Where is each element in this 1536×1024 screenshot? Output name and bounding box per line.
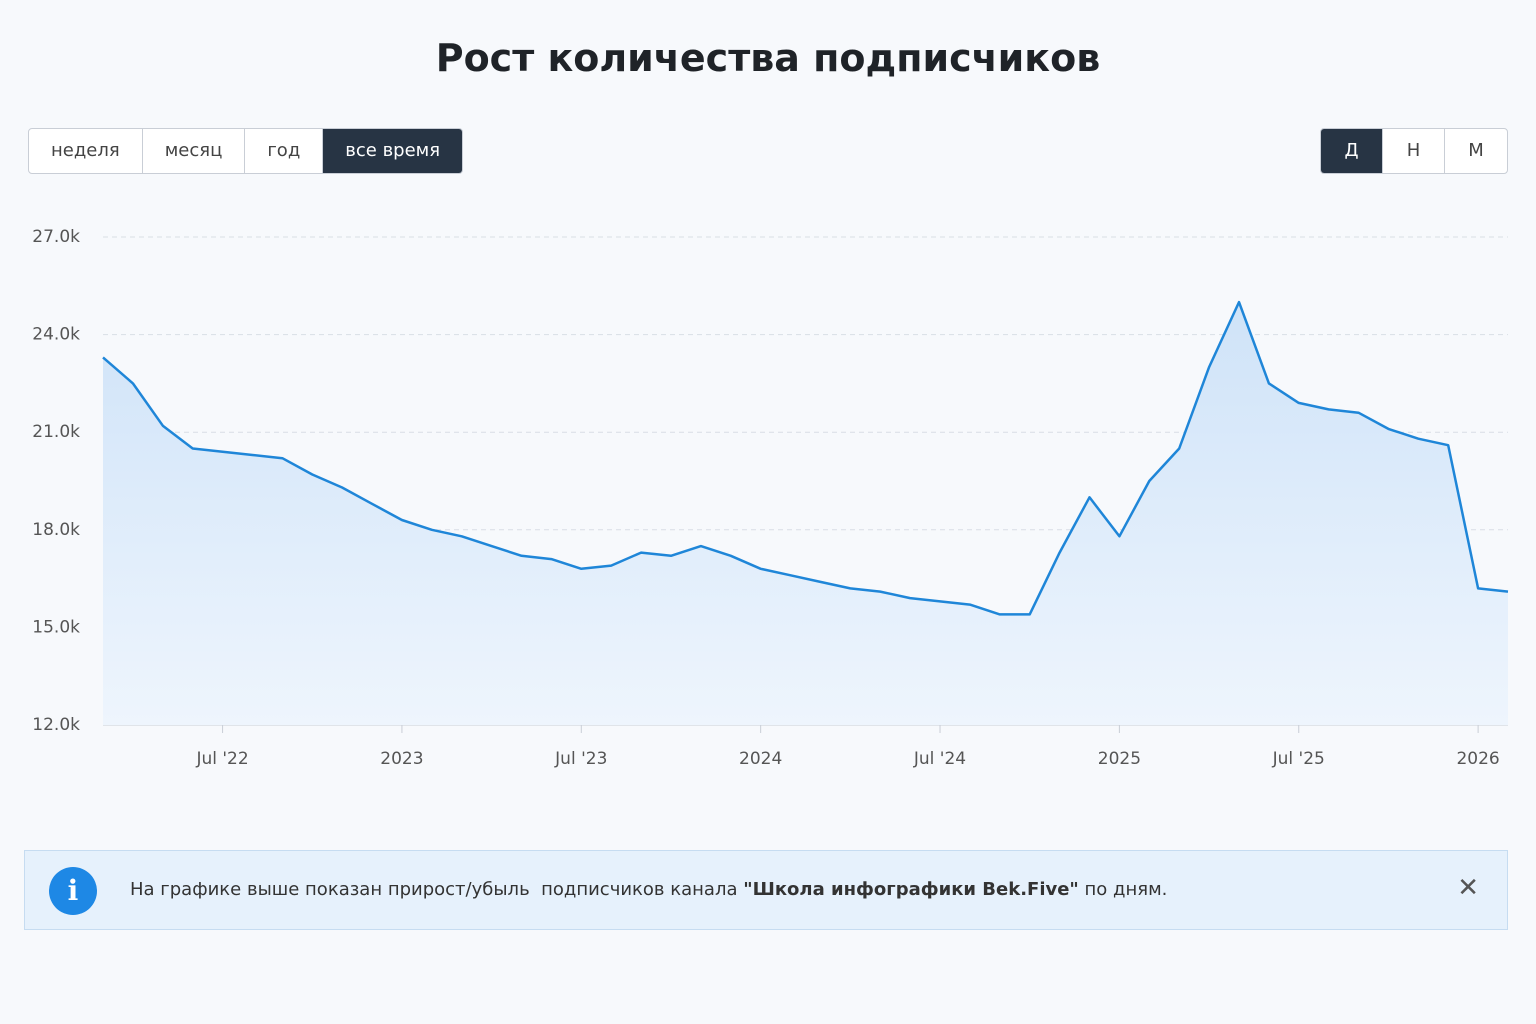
y-tick-label: 24.0k	[32, 325, 80, 345]
toggle-button[interactable]: месяц	[143, 129, 246, 173]
y-tick-label: 12.0k	[32, 715, 80, 735]
info-text-part: На графике выше показан прирост/убыль по…	[130, 879, 744, 900]
line	[102, 300, 1509, 616]
toggle-button[interactable]: Н	[1383, 129, 1445, 173]
y-tick-label: 21.0k	[32, 422, 80, 442]
period-switch: неделя месяц год все время	[28, 128, 464, 174]
close-button[interactable]: ✕	[1457, 873, 1479, 903]
x-tick-label: 2024	[739, 749, 782, 769]
toggle-button[interactable]: все время	[323, 129, 463, 173]
info-box: i На графике выше показан прирост/убыль …	[24, 850, 1508, 930]
toggle-button[interactable]: неделя	[29, 129, 143, 173]
x-tick-label: Jul '24	[913, 749, 966, 769]
toggle-button[interactable]: Д	[1321, 129, 1383, 173]
y-tick-label: 18.0k	[32, 520, 80, 540]
x-tick-label: Jul '25	[1272, 749, 1325, 769]
chart-title: Рост количества подписчиков	[435, 36, 1101, 80]
x-tick-label: Jul '22	[195, 749, 248, 769]
y-tick-label: 27.0k	[32, 227, 80, 247]
channel-name: "Школа инфографики Bek.Five"	[743, 879, 1079, 900]
x-tick-label: Jul '23	[554, 749, 607, 769]
x-tick-label: 2025	[1098, 749, 1141, 769]
x-tick-label: 2026	[1456, 749, 1499, 769]
toggle-button[interactable]: год	[245, 129, 324, 173]
chart: 12.0k 15.0k 18.0k 21.0k 24.0k 27.0k Jul '22 202…	[32, 227, 1509, 769]
info-text: На графике выше показан прирост/убыль по…	[130, 879, 1167, 900]
info-text-part: по дням.	[1078, 879, 1168, 900]
toggle-button[interactable]: М	[1468, 140, 1484, 161]
info-icon: i	[49, 867, 97, 915]
area-fill	[103, 302, 1508, 725]
y-tick-label: 15.0k	[32, 617, 80, 637]
x-tick-label: 2023	[380, 749, 423, 769]
